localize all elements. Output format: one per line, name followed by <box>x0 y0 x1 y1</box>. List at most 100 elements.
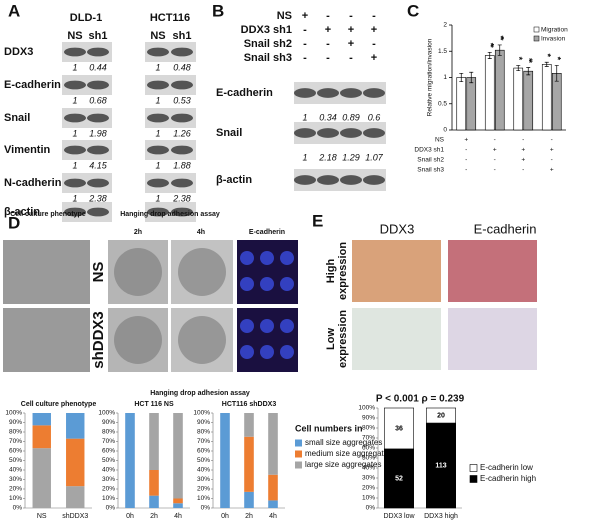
blot-band <box>147 80 169 90</box>
treatment-sign: - <box>303 24 307 36</box>
y-tick-label: 20% <box>9 486 22 493</box>
y-tick-label: 60% <box>197 448 210 455</box>
blot-band <box>171 47 193 57</box>
legend-swatch <box>295 461 302 469</box>
significance: * <box>552 57 562 61</box>
y-tick-label: 50% <box>9 457 22 464</box>
nucleus <box>280 277 294 291</box>
micrograph <box>448 308 537 370</box>
panel-label: E <box>312 211 323 230</box>
y-tick-label: 70% <box>102 438 115 445</box>
nucleus <box>260 251 274 265</box>
y-tick-label: 40% <box>197 467 210 474</box>
blot-band <box>317 128 339 138</box>
significance: * <box>542 54 552 58</box>
panel-label: D <box>8 213 20 232</box>
treatment-label: Snail sh2 <box>417 157 444 164</box>
blot-band <box>363 88 385 98</box>
y-tick-label: 60% <box>102 448 115 455</box>
blot-band <box>64 207 86 217</box>
blot-band <box>87 145 109 155</box>
chart-title: Cell culture phenotype <box>21 401 97 408</box>
column-header: Hanging drop adhesion assay <box>120 211 220 218</box>
significance: ** <box>524 58 534 64</box>
row-label: Snail <box>4 112 30 124</box>
treatment-sign: - <box>326 52 330 64</box>
y-tick-label: 80% <box>9 429 22 436</box>
quant: 0.89 <box>342 112 360 122</box>
blot-band <box>87 113 109 123</box>
treatment-sign: + <box>521 157 525 164</box>
significance: ** <box>495 35 505 41</box>
x-tick-label: DDX3 low <box>383 513 415 520</box>
y-tick-label: 0% <box>366 505 376 512</box>
bar <box>466 77 477 131</box>
legend-label: E-cadherin low <box>480 463 533 472</box>
lane-label: sh1 <box>89 30 108 42</box>
treatment-sign: - <box>326 10 330 22</box>
nucleus <box>280 251 294 265</box>
treatment-sign: - <box>372 10 376 22</box>
quant: 1 <box>72 160 77 170</box>
y-tick-label: 10% <box>362 495 375 502</box>
quant: 1 <box>72 95 77 105</box>
legend-label: Invasion <box>541 36 566 43</box>
legend-swatch <box>469 475 478 483</box>
y-tick-label: 0% <box>201 505 211 512</box>
y-tick-label: 80% <box>102 429 115 436</box>
treatment-sign: + <box>521 147 525 154</box>
blot-band <box>147 113 169 123</box>
treatment-sign: - <box>494 167 496 174</box>
micrograph <box>352 308 441 370</box>
data-label: 36 <box>395 425 403 432</box>
quant: 2.38 <box>172 193 191 203</box>
aggregate <box>114 316 162 364</box>
row-label: expression <box>337 310 349 368</box>
nucleus <box>280 319 294 333</box>
blot-band <box>64 113 86 123</box>
nucleus <box>260 319 274 333</box>
legend-title: Cell numbers in <box>295 423 363 433</box>
blot-band <box>64 47 86 57</box>
y-tick-label: 70% <box>197 438 210 445</box>
row-label: E-cadherin <box>216 87 273 99</box>
bar-segment <box>66 438 85 487</box>
bar-segment <box>244 491 254 508</box>
y-tick-label: 40% <box>362 465 375 472</box>
treatment-sign: + <box>550 147 554 154</box>
quant: 1 <box>155 160 160 170</box>
panel-label: B <box>212 1 224 20</box>
x-tick-label: DDX3 high <box>424 513 458 520</box>
quant: 4.15 <box>89 160 108 170</box>
y-tick-label: 70% <box>362 435 375 442</box>
treatment-sign: - <box>349 52 353 64</box>
lane-label: sh1 <box>173 30 192 42</box>
bar-segment <box>32 425 51 449</box>
treatment-sign: + <box>550 167 554 174</box>
treatment-sign: - <box>551 137 553 144</box>
quant: 1.07 <box>365 152 384 162</box>
blot-band <box>363 128 385 138</box>
treatment-label: NS <box>435 137 445 144</box>
treatment-sign: + <box>493 147 497 154</box>
blot <box>145 75 196 95</box>
column-header: 4h <box>197 229 205 236</box>
blot-band <box>294 88 316 98</box>
quant: 1 <box>72 62 77 72</box>
row-label: Snail <box>216 127 242 139</box>
quant: 1.88 <box>173 160 191 170</box>
quant: 1.98 <box>89 128 107 138</box>
y-tick-label: 20% <box>102 486 115 493</box>
y-tick-label: 20% <box>362 485 375 492</box>
y-tick-label: 0 <box>443 127 447 134</box>
legend-label: large size aggregates <box>305 460 382 469</box>
treatment-sign: - <box>522 137 524 144</box>
bar-segment <box>383 407 414 450</box>
y-tick-label: 10% <box>197 495 210 502</box>
y-tick-label: 90% <box>9 419 22 426</box>
nucleus <box>260 277 274 291</box>
bar-segment <box>125 413 135 508</box>
bar-segment <box>149 495 159 508</box>
bar-segment <box>268 500 278 508</box>
row-label: shDDX3 <box>90 311 107 369</box>
